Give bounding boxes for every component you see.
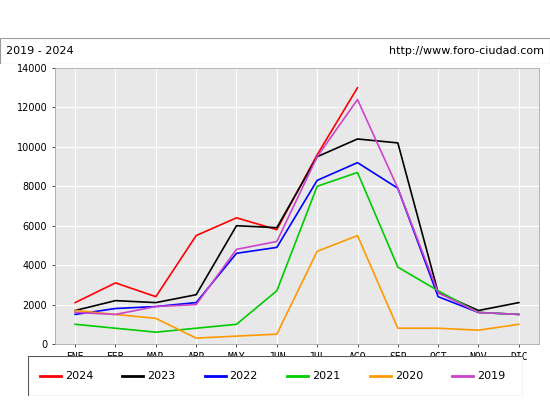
Text: 2020: 2020 (395, 371, 423, 381)
Text: 2023: 2023 (147, 371, 175, 381)
Text: 2022: 2022 (230, 371, 258, 381)
Text: 2024: 2024 (65, 371, 93, 381)
Text: http://www.foro-ciudad.com: http://www.foro-ciudad.com (389, 46, 544, 56)
Text: Evolucion Nº Turistas Extranjeros en el municipio de Sant Feliu de Guíxols: Evolucion Nº Turistas Extranjeros en el … (0, 12, 550, 26)
Text: 2019 - 2024: 2019 - 2024 (6, 46, 73, 56)
Text: 2021: 2021 (312, 371, 340, 381)
Text: 2019: 2019 (477, 371, 505, 381)
